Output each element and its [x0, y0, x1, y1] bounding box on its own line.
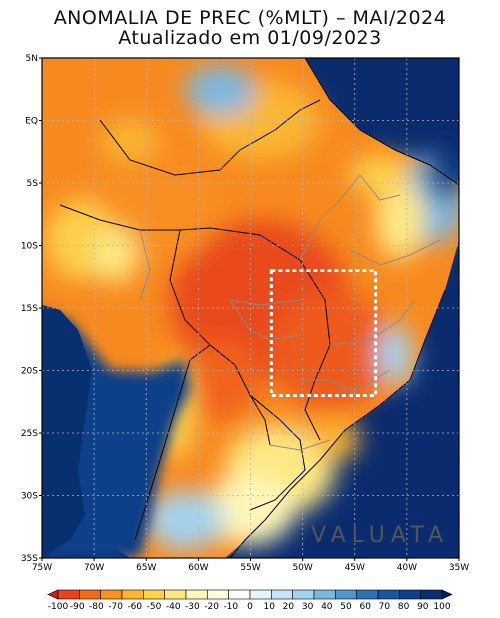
colorbar-segment — [292, 589, 315, 600]
map-subtitle: Atualizado em 01/09/2023 — [118, 27, 382, 49]
lat-label: 20S — [21, 367, 38, 377]
colorbar-label: -30 — [185, 602, 200, 612]
colorbar-segment — [185, 589, 208, 600]
colorbar-label: 30 — [302, 602, 314, 612]
colorbar-label: -100 — [48, 602, 69, 612]
colorbar-label: 90 — [417, 602, 429, 612]
colorbar-segment — [313, 589, 336, 600]
colorbar-label: 80 — [398, 602, 410, 612]
colorbar-segment — [207, 589, 229, 600]
lon-label: 45W — [345, 563, 365, 573]
colorbar-label: -90 — [70, 602, 85, 612]
colorbar-segment — [377, 589, 400, 600]
colorbar-label: -80 — [89, 602, 104, 612]
colorbar-segment — [79, 589, 101, 600]
lon-label: 35W — [449, 563, 469, 573]
colorbar-label: 40 — [321, 602, 333, 612]
highlight-box — [269, 269, 378, 397]
colorbar-segment — [271, 589, 293, 600]
lon-label: 55W — [240, 563, 260, 573]
colorbar-label: -20 — [204, 602, 219, 612]
lat-label: 15S — [21, 304, 38, 314]
colorbar-segment — [121, 589, 144, 600]
colorbar-segment — [228, 589, 251, 600]
colorbar-label: -40 — [166, 602, 181, 612]
colorbar-right-arrow — [441, 589, 453, 600]
lon-label: 75W — [32, 563, 52, 573]
colorbar-label: -10 — [223, 602, 238, 612]
lat-label: EQ — [25, 117, 38, 127]
latitude-labels: 5N EQ 5S 10S 15S 20S 25S 30S 35S — [21, 54, 42, 564]
lat-label: 35S — [21, 554, 38, 564]
colorbar-segment — [356, 589, 379, 600]
colorbar-left-arrow — [47, 589, 59, 600]
map-title: ANOMALIA DE PREC (%MLT) – MAI/2024 — [53, 7, 447, 29]
colorbar-label: -50 — [147, 602, 162, 612]
colorbar-segment — [164, 589, 187, 600]
colorbar — [47, 589, 453, 600]
lon-label: 50W — [292, 563, 312, 573]
lon-label: 40W — [397, 563, 417, 573]
colorbar-label: 100 — [433, 602, 450, 612]
longitude-labels: 75W 70W 65W 60W 55W 50W 45W 40W 35W — [32, 558, 469, 573]
lon-label: 65W — [136, 563, 156, 573]
colorbar-labels: -100 -90 -80 -70 -60 -50 -40 -30 -20 -10 0 10 20 30 40… — [48, 602, 451, 612]
colorbar-segment — [420, 589, 443, 600]
colorbar-label: 20 — [283, 602, 295, 612]
lat-label: 10S — [21, 242, 38, 252]
colorbar-label: 10 — [263, 602, 275, 612]
colorbar-segment — [100, 589, 123, 600]
colorbar-segment — [143, 589, 165, 600]
colorbar-label: -70 — [108, 602, 123, 612]
colorbar-label: 60 — [359, 602, 371, 612]
colorbar-segment — [57, 589, 80, 600]
colorbar-label: 70 — [379, 602, 391, 612]
colorbar-label: -60 — [127, 602, 142, 612]
lon-label: 70W — [84, 563, 104, 573]
map-field: VALUATA — [42, 58, 459, 558]
valuata-watermark: VALUATA — [311, 523, 449, 548]
colorbar-label: 0 — [247, 602, 253, 612]
lat-label: 5S — [27, 179, 39, 189]
colorbar-segment — [399, 589, 421, 600]
pacific-coast-region — [42, 305, 92, 558]
colorbar-segment — [249, 589, 272, 600]
lat-label: 30S — [21, 492, 38, 502]
colorbar-label: 50 — [340, 602, 352, 612]
lat-label: 5N — [26, 54, 38, 64]
gridlines — [42, 58, 459, 558]
colorbar-segment — [335, 589, 357, 600]
lat-label: 25S — [21, 429, 38, 439]
country-borders — [59, 58, 459, 558]
state-borders — [139, 174, 441, 451]
lon-label: 60W — [188, 563, 208, 573]
